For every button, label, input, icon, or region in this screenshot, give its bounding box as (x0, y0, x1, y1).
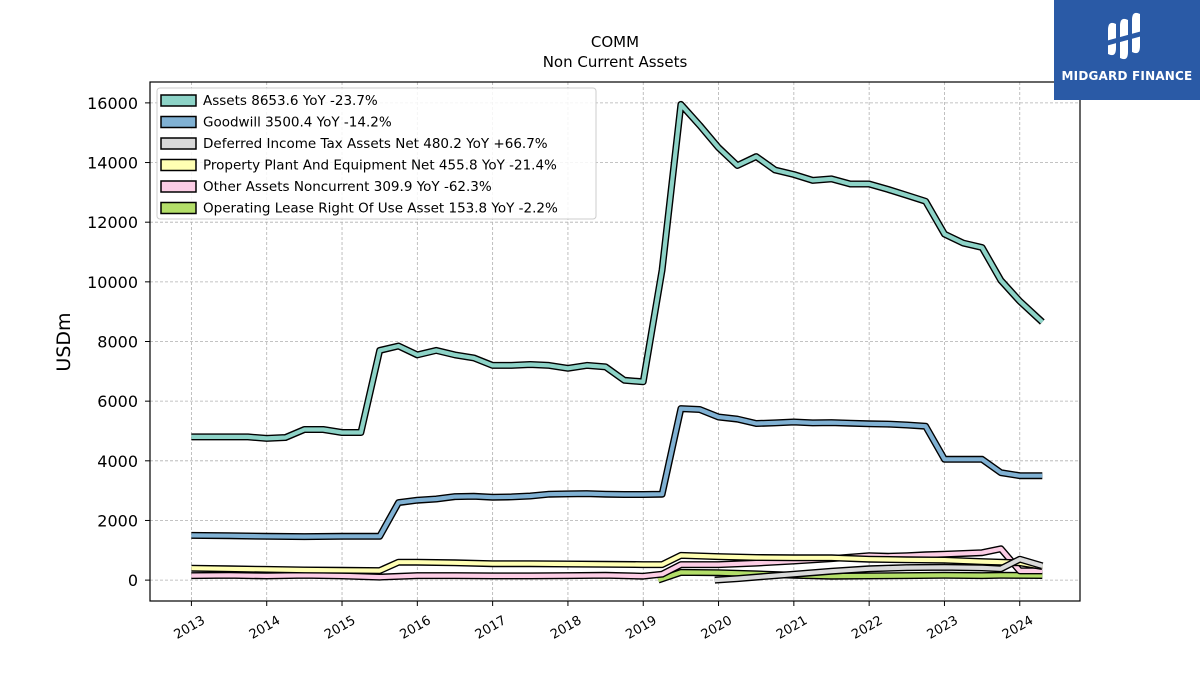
legend-swatch-deferred (160, 137, 197, 150)
y-tick-label: 4000 (97, 452, 138, 471)
series-line-goodwill (191, 406, 1043, 539)
legend-swatch-other (160, 180, 197, 193)
series-line-assets (191, 102, 1044, 441)
chart-title: COMM (591, 33, 639, 51)
brand-logo: MIDGARD FINANCE (1054, 0, 1200, 100)
legend-label: Operating Lease Right Of Use Asset 153.8… (203, 201, 558, 217)
plot-frame (149, 81, 1081, 602)
y-tick-label: 14000 (87, 154, 138, 173)
legend-swatch-goodwill (160, 115, 197, 129)
legend-label: Goodwill 3500.4 YoY -14.2% (203, 115, 392, 131)
legend-label: Other Assets Noncurrent 309.9 YoY -62.3% (203, 179, 492, 195)
series-line-other (191, 546, 1043, 580)
y-tick-label: 2000 (97, 511, 138, 530)
legend-swatch-lease (160, 201, 197, 215)
y-tick-label: 0 (128, 571, 138, 590)
series-line-lease (657, 570, 1043, 583)
legend-box (156, 87, 597, 220)
midgard-logo-icon (1102, 12, 1146, 60)
y-tick-label: 8000 (97, 333, 138, 352)
y-axis-label: USDm (53, 312, 75, 371)
legend-label: Property Plant And Equipment Net 455.8 Y… (203, 158, 557, 174)
y-tick-label: 10000 (87, 273, 138, 292)
chart-subtitle: Non Current Assets (543, 53, 688, 71)
y-tick-label: 6000 (97, 392, 138, 411)
y-tick-label: 12000 (87, 213, 138, 232)
series-line-ppe (191, 553, 1043, 573)
series-line-deferred (714, 557, 1043, 583)
legend: Assets 8653.6 YoY -23.7% Goodwill 3500.4 … (156, 87, 597, 220)
legend-label: Deferred Income Tax Assets Net 480.2 YoY… (203, 136, 548, 152)
series-lines (191, 100, 1045, 584)
legend-swatch-assets (160, 94, 197, 107)
legend-label: Assets 8653.6 YoY -23.7% (203, 93, 378, 109)
y-tick-label: 16000 (87, 94, 138, 113)
logo-text: MIDGARD FINANCE (1061, 69, 1193, 83)
legend-swatch-ppe (160, 158, 197, 172)
